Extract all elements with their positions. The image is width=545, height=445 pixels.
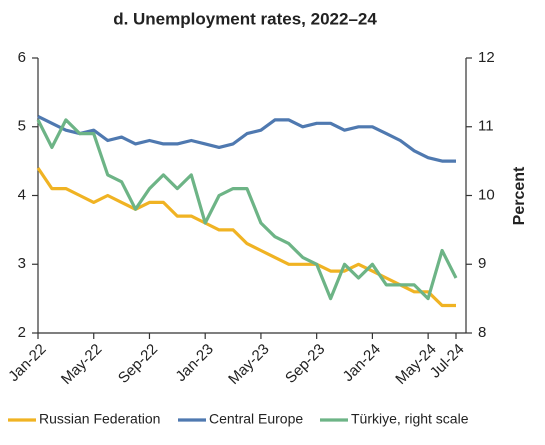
x-tick-label: May-22 [58,341,105,388]
series-line [36,118,458,301]
legend-label: Türkiye, right scale [351,411,469,427]
x-tick-label: Sep-22 [115,341,161,387]
y-tick-label: 4 [18,186,26,203]
x-tick-label: May-23 [225,341,272,388]
x-tick-label: Jan-24 [340,341,384,385]
legend-label: Russian Federation [39,411,160,427]
chart-title: d. Unemployment rates, 2022–24 [113,9,377,28]
y2-tick-label: 11 [478,118,494,135]
x-tick-label: Sep-23 [282,341,328,387]
y2-tick-label: 8 [478,324,486,341]
series-line [37,114,456,163]
y-tick-label: 6 [18,49,26,66]
y2-tick-label: 10 [478,186,495,203]
legend-label: Central Europe [209,411,303,427]
x-tick-label: Jan-23 [172,341,216,385]
y2-tick-label: 9 [478,255,486,272]
y2-axis-label: Percent [511,166,528,225]
y-tick-label: 3 [18,255,26,272]
x-tick-label: Jan-22 [5,341,49,385]
y-tick-label: 5 [18,118,26,135]
y2-tick-label: 12 [478,49,495,66]
series-line [36,167,456,308]
y-tick-label: 2 [18,324,26,341]
